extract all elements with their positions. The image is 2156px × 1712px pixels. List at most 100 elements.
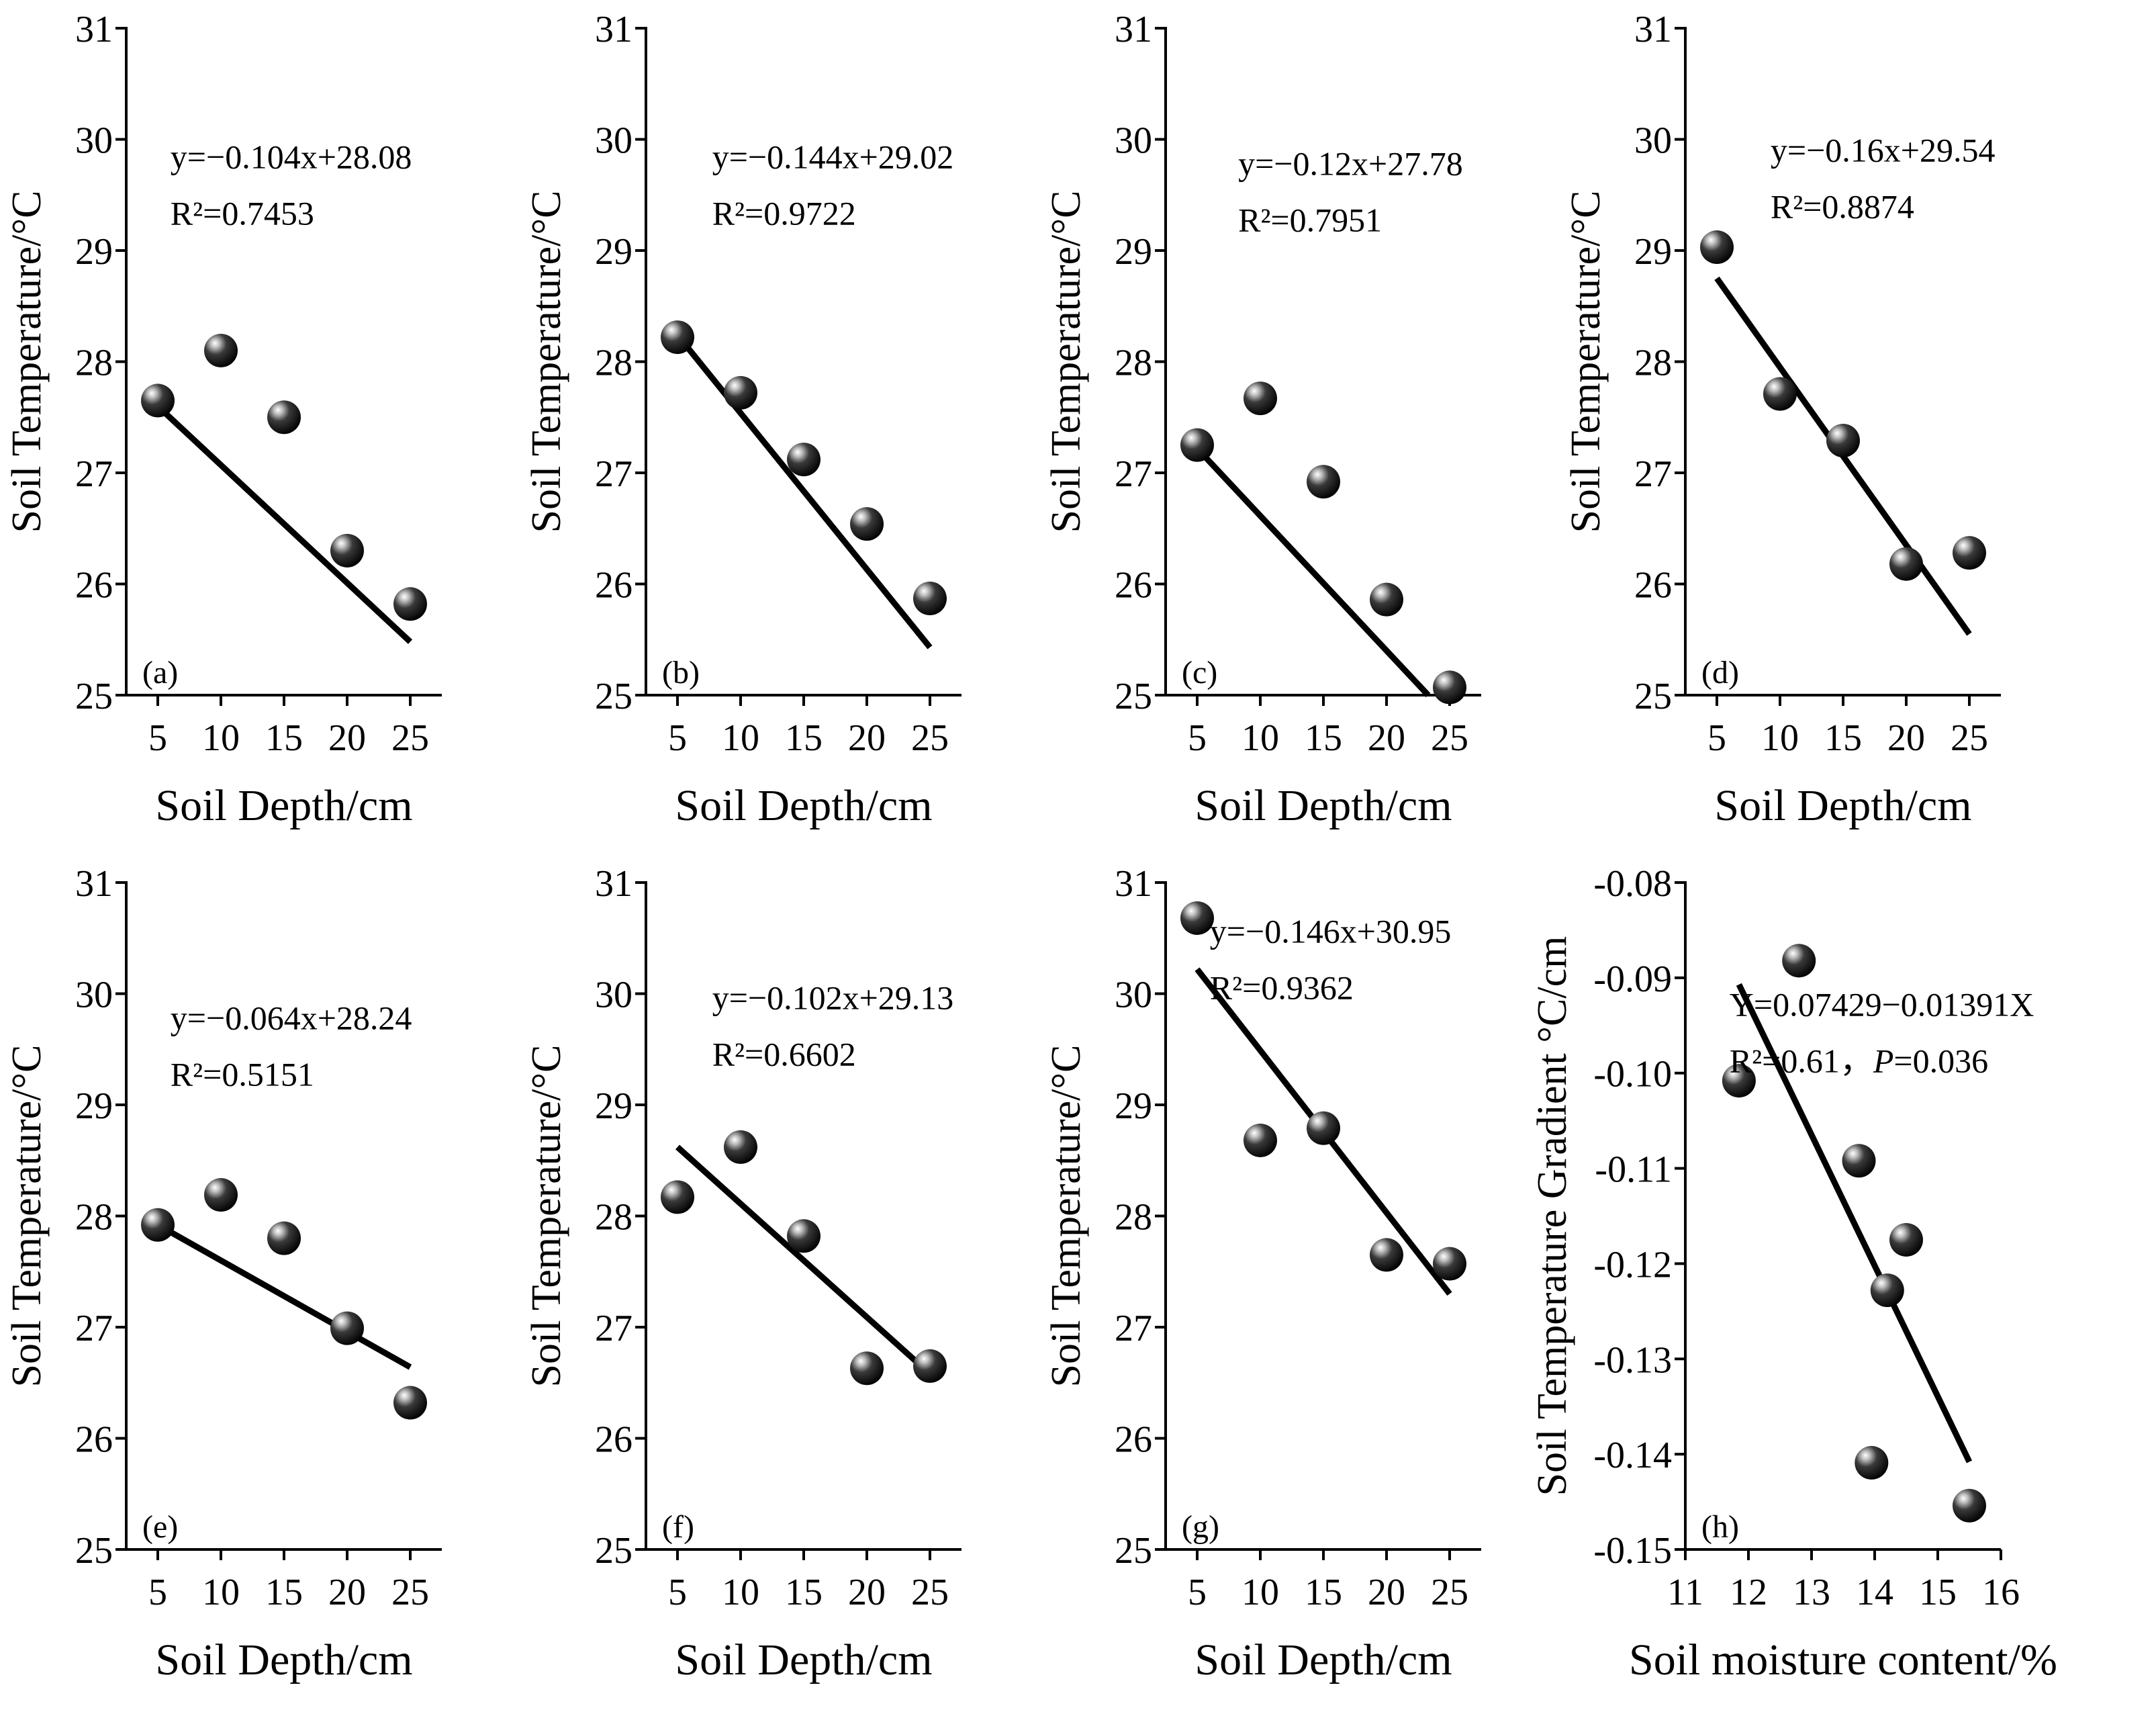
panel-label: (g) [1182,1509,1219,1545]
regression-line [1736,983,1973,1463]
regression-line [675,1144,933,1376]
data-point [724,375,757,410]
data-point [1953,1488,1986,1523]
y-tick-label: -0.11 [1595,1149,1672,1191]
equation-label: y=−0.146x+30.95 [1210,912,1452,950]
y-tick-label: 27 [75,453,113,495]
y-tick-label: 27 [75,1308,113,1349]
panel-label: (d) [1701,655,1739,690]
y-tick-label: 25 [595,1530,632,1572]
data-point [1763,377,1797,411]
y-tick-label: 25 [1115,1530,1152,1572]
y-tick-label: -0.14 [1593,1435,1672,1476]
p-label: P [1873,1042,1894,1080]
r-squared-label: R²=0.7951 [1238,201,1382,238]
data-point [1307,1111,1340,1145]
x-tick-label: 5 [1707,717,1726,759]
x-tick-label: 13 [1793,1572,1830,1613]
x-tick-label: 15 [265,1572,303,1613]
data-point [141,384,175,418]
panel-f: 25 26 27 28 29 30 31 5 10 15 20 25 Soil Depth/cm Soil… [524,863,962,1684]
panel-b: 25 26 27 28 29 30 31 5 10 15 20 25 Soil Depth/cm Soil… [524,9,962,830]
y-tick-label: 31 [595,9,632,50]
y-tick-label: 29 [1115,1085,1152,1127]
panel-g: 25 26 27 28 29 30 31 5 10 15 20 25 Soil Depth/cm Soil… [1043,863,1481,1684]
data-point [913,1349,947,1383]
y-tick-label: 25 [595,676,632,717]
y-tick-label: -0.12 [1593,1244,1672,1286]
y-tick-label: 28 [595,343,632,384]
data-point [1826,424,1860,458]
y-tick-label: 28 [1634,343,1672,384]
y-tick-label: 26 [75,1419,113,1461]
panel-d: 25 26 27 28 29 30 31 5 10 15 20 25 Soil Depth/cm Soil… [1563,9,2001,830]
equation-label: y=−0.102x+29.13 [712,979,954,1017]
data-point [267,1221,301,1255]
y-tick-label: 26 [595,1419,632,1461]
x-tick-label: 20 [328,1572,366,1613]
x-axis-title: Soil moisture content/% [1629,1635,2057,1684]
y-axis-title: Soil Temperature/°C [1043,190,1089,533]
x-tick-label: 10 [722,1572,759,1613]
data-point [724,1130,757,1164]
data-point [661,320,694,355]
data-point [1370,1238,1403,1272]
data-point [141,1208,175,1242]
x-tick-label: 10 [1241,717,1279,759]
x-tick-label: 25 [391,717,429,759]
x-tick-label: 12 [1730,1572,1767,1613]
y-tick-label: 29 [595,231,632,273]
y-tick-label: -0.13 [1593,1339,1672,1381]
data-point [1889,547,1923,581]
y-tick-label: 28 [595,1197,632,1238]
r-squared-label: R²=0.7453 [171,195,314,232]
y-axis-title: Soil Temperature Gradient °C/cm [1530,936,1575,1496]
y-tick-label: 26 [1634,565,1672,606]
data-point [204,1178,238,1212]
data-point [1307,465,1340,499]
y-axis-title: Soil Temperature/°C [524,1044,569,1387]
panel-a: 25 26 27 28 29 30 31 5 10 15 20 25 Soil Depth/cm Soil… [4,9,442,830]
data-point [1870,1273,1904,1308]
y-axis-title: Soil Temperature/°C [4,1044,50,1387]
panel-h: -0.15 -0.14 -0.13 -0.12 -0.11 -0.10 -0.09 -0.08… [1530,863,2057,1684]
panel-label: (c) [1182,655,1217,690]
y-tick-label: -0.15 [1593,1530,1672,1572]
data-point [913,582,947,616]
x-tick-label: 10 [202,717,240,759]
panel-label: (b) [662,655,700,690]
data-point [1244,381,1277,416]
data-point [787,1219,821,1253]
y-tick-label: 29 [595,1085,632,1127]
r-squared-label: R²=0.9362 [1210,968,1354,1006]
y-tick-label: -0.10 [1593,1054,1672,1095]
x-axis-title: Soil Depth/cm [1194,1635,1452,1684]
data-point [393,1386,427,1420]
x-tick-label: 14 [1856,1572,1893,1613]
y-tick-label: 25 [1115,676,1152,717]
x-tick-label: 10 [202,1572,240,1613]
panel-label: (h) [1701,1509,1739,1545]
x-tick-label: 20 [848,717,886,759]
r-squared-label: R²=0.6602 [712,1036,856,1073]
y-tick-label: 30 [75,120,113,162]
x-tick-label: 16 [1982,1572,2020,1613]
x-tick-label: 5 [1188,717,1207,759]
data-point [330,533,364,568]
x-tick-label: 10 [1241,1572,1279,1613]
x-axis-title: Soil Depth/cm [155,781,412,830]
equation-label: y=−0.104x+28.08 [171,138,412,176]
y-tick-label: 25 [75,1530,113,1572]
data-point [1433,670,1466,705]
p-value: =0.036 [1893,1042,1988,1080]
x-tick-label: 25 [911,717,949,759]
panel-label: (a) [142,655,178,690]
x-axis-title: Soil Depth/cm [155,1635,412,1684]
data-point [850,507,884,541]
equation-label: y=−0.12x+27.78 [1238,144,1463,182]
x-tick-label: 5 [668,1572,687,1613]
panel-label: (e) [142,1509,178,1545]
y-tick-label: 31 [75,863,113,905]
y-tick-label: 29 [1115,231,1152,273]
